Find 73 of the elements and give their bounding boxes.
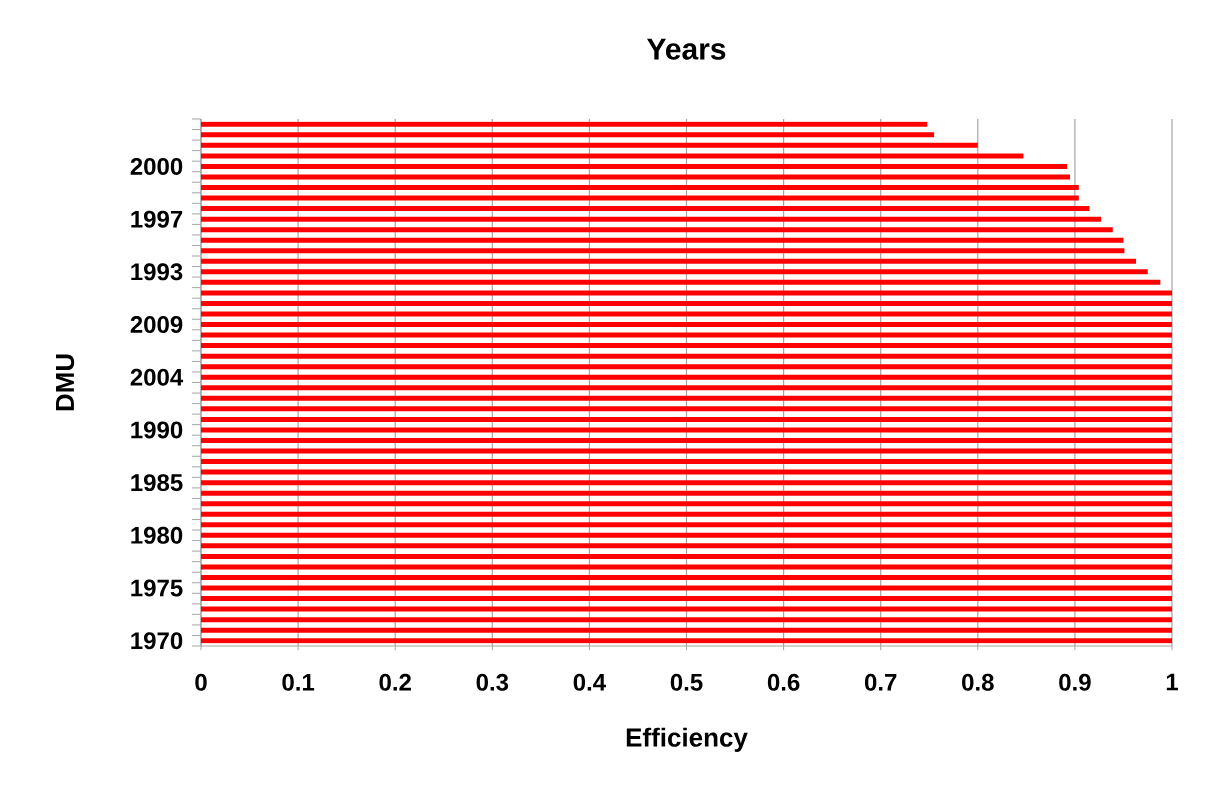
bar: [201, 606, 1172, 612]
bar: [201, 185, 1079, 191]
x-tick-label: 0.2: [379, 673, 411, 691]
x-tick-label: 1: [1166, 673, 1178, 691]
bar: [201, 290, 1172, 296]
x-tick-label: 0.4: [573, 673, 606, 691]
bar: [201, 427, 1172, 433]
bar: [201, 322, 1172, 328]
bar: [201, 300, 1172, 306]
x-axis-title: Efficiency: [626, 727, 748, 752]
bar: [201, 364, 1172, 370]
bar: [201, 343, 1172, 349]
bar: [201, 564, 1172, 570]
bar: [201, 448, 1172, 454]
x-tick-label: 0.6: [767, 673, 800, 691]
bar: [201, 121, 928, 127]
y-tick-label: 2009: [130, 316, 183, 334]
bar: [201, 553, 1172, 559]
bar: [201, 258, 1137, 264]
bar: [201, 490, 1172, 496]
y-tick-label: 1997: [131, 210, 183, 228]
bar: [201, 332, 1172, 338]
bar: [201, 311, 1172, 317]
x-tick-label: 0: [195, 673, 207, 691]
bar: [201, 374, 1172, 380]
bar: [201, 480, 1172, 486]
bar: [201, 279, 1161, 285]
bar: [201, 163, 1068, 169]
bar: [201, 406, 1172, 412]
x-tick-label: 0.8: [962, 673, 994, 691]
bar: [201, 174, 1071, 180]
y-axis-title: DMU: [55, 354, 75, 411]
bar: [201, 543, 1172, 549]
y-tick-label: 1980: [131, 526, 183, 544]
bar: [201, 501, 1172, 507]
y-tick-label: 1993: [131, 263, 183, 281]
bar: [201, 153, 1024, 159]
bar: [201, 353, 1172, 359]
x-tick-label: 0.1: [282, 673, 315, 691]
y-tick-label: 1990: [131, 421, 183, 439]
bar: [201, 269, 1148, 275]
bar: [201, 142, 978, 148]
bar: [201, 617, 1172, 623]
bar: [201, 511, 1172, 517]
bar: [201, 395, 1172, 401]
y-tick-label: 1970: [131, 632, 183, 650]
y-tick-label: 2004: [130, 368, 184, 386]
x-tick-label: 0.7: [864, 673, 897, 691]
y-tick-label: 1975: [131, 579, 183, 597]
bar: [201, 416, 1172, 422]
bar: [201, 385, 1172, 391]
chart-title: Years: [646, 38, 726, 60]
bar: [201, 596, 1172, 602]
bar: [201, 459, 1172, 465]
x-tick-label: 0.3: [476, 673, 509, 691]
bar: [201, 227, 1113, 233]
bar: [201, 522, 1172, 528]
x-tick-label: 0.9: [1059, 673, 1091, 691]
bar: [201, 206, 1090, 212]
bar: [201, 585, 1172, 591]
bar: [201, 237, 1124, 243]
bar: [201, 437, 1172, 443]
bar: [201, 574, 1172, 580]
bar: [201, 532, 1172, 538]
y-tick-label: 2000: [130, 157, 183, 175]
bar: [201, 195, 1079, 201]
bar: [201, 248, 1125, 254]
bar: [201, 216, 1102, 222]
y-tick-label: 1985: [131, 474, 183, 492]
bar: [201, 627, 1172, 633]
bar: [201, 132, 935, 138]
x-tick-label: 0.5: [670, 673, 703, 691]
bar: [201, 469, 1172, 475]
